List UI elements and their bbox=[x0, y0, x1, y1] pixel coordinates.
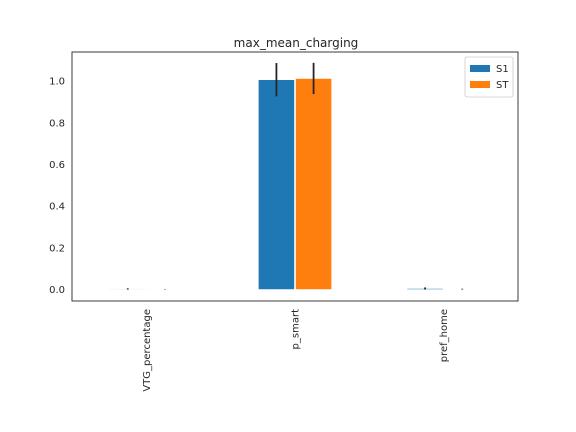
y-tick-label: 1.0 bbox=[49, 77, 65, 88]
y-tick-label: 0.0 bbox=[49, 285, 65, 296]
legend-swatch-S1 bbox=[470, 65, 490, 72]
bar-S1-p_smart bbox=[258, 79, 295, 290]
legend-label-ST: ST bbox=[496, 80, 509, 91]
x-tick-label: p_smart bbox=[291, 309, 302, 350]
legend-swatch-ST bbox=[470, 81, 490, 88]
legend: S1 ST bbox=[464, 56, 514, 98]
bar-ST-p_smart bbox=[295, 78, 332, 290]
y-axis: 0.0 0.2 0.4 0.6 0.8 1.0 bbox=[49, 77, 65, 296]
y-tick-label: 0.8 bbox=[49, 118, 65, 129]
x-tick-label: pref_home bbox=[439, 309, 450, 362]
x-axis: VTG_percentage p_smart pref_home bbox=[142, 309, 450, 392]
y-tick-label: 0.2 bbox=[49, 243, 65, 254]
axes-frame bbox=[71, 51, 519, 302]
legend-label-S1: S1 bbox=[496, 64, 509, 75]
chart-title: max_mean_charging bbox=[234, 36, 359, 50]
plot-area bbox=[109, 62, 481, 291]
legend-box bbox=[464, 56, 514, 98]
x-tick-label: VTG_percentage bbox=[142, 309, 153, 392]
y-tick-label: 0.4 bbox=[49, 202, 65, 213]
y-tick-label: 0.6 bbox=[49, 160, 65, 171]
